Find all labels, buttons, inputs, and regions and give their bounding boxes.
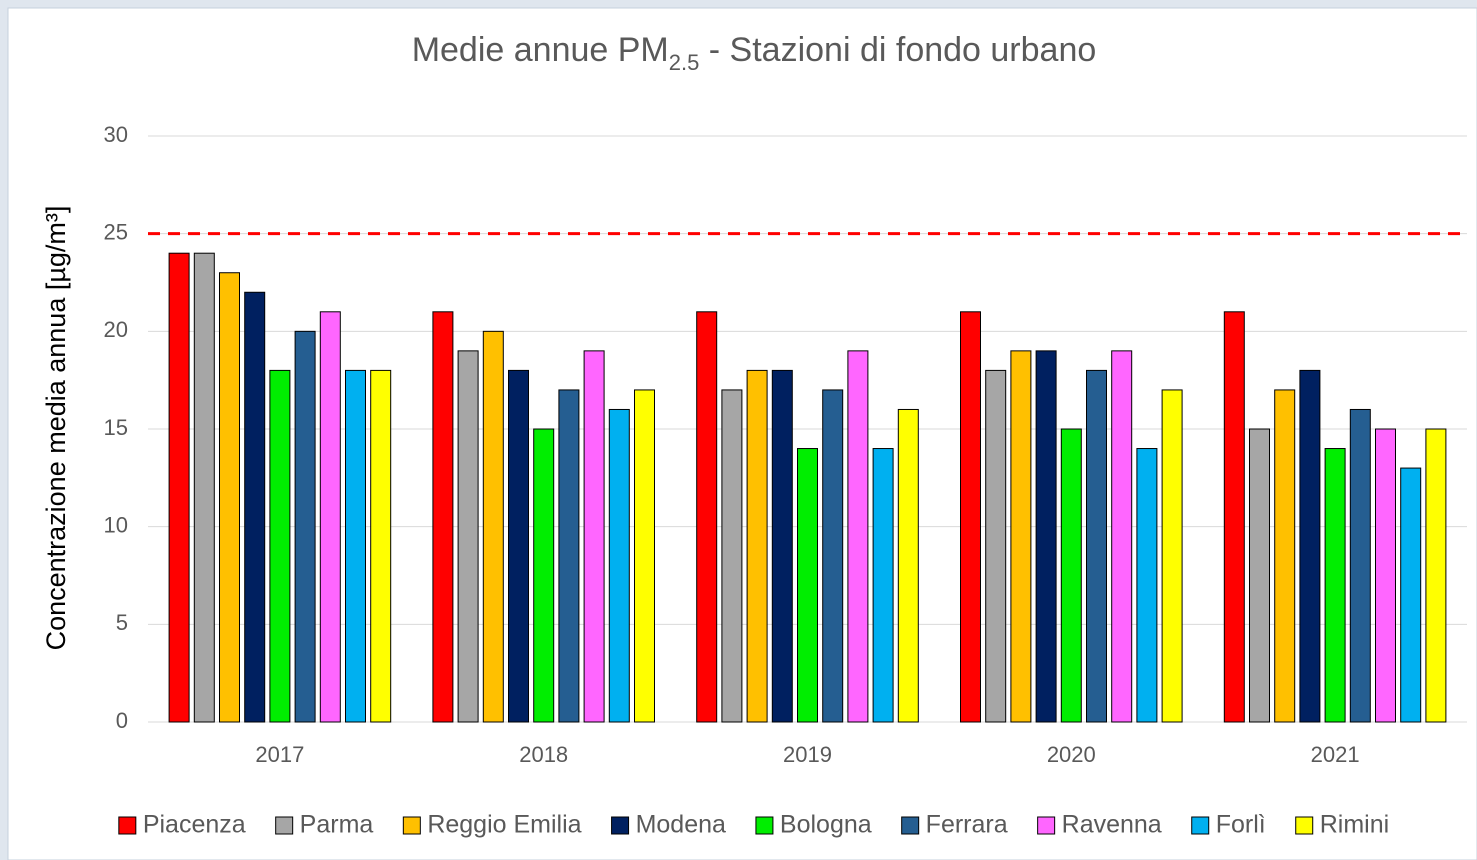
legend-label: Modena xyxy=(636,811,726,839)
title-text: Medie annue PM xyxy=(412,31,669,69)
bar xyxy=(1349,408,1371,723)
bar xyxy=(721,389,743,723)
bar xyxy=(533,428,555,723)
legend-swatch xyxy=(275,816,294,835)
bar xyxy=(219,272,240,723)
bar xyxy=(1111,350,1133,723)
legend-swatch xyxy=(1037,816,1056,835)
bar xyxy=(872,448,894,723)
x-tick-label: 2017 xyxy=(255,742,304,767)
bar xyxy=(432,311,454,723)
bar xyxy=(244,291,266,723)
legend-swatch xyxy=(1191,816,1210,835)
bar xyxy=(1161,389,1183,723)
title-subscript: 2.5 xyxy=(669,50,700,75)
bar xyxy=(1324,448,1346,723)
bar xyxy=(1136,448,1158,723)
bar xyxy=(985,369,1007,723)
legend-label: Reggio Emilia xyxy=(427,811,581,839)
legend-swatch xyxy=(611,816,630,835)
bar xyxy=(696,311,718,723)
bar xyxy=(1425,428,1447,723)
x-tick-label: 2020 xyxy=(1047,742,1096,767)
bar xyxy=(370,369,392,723)
x-tick-label: 2019 xyxy=(783,742,832,767)
legend-label: Ravenna xyxy=(1062,811,1162,839)
x-tick-label: 2018 xyxy=(519,742,568,767)
y-tick-label: 5 xyxy=(116,610,128,635)
bar xyxy=(1299,369,1321,723)
bar xyxy=(269,369,291,723)
bar xyxy=(583,350,605,723)
bar xyxy=(797,448,818,723)
bar xyxy=(193,252,215,723)
bar xyxy=(897,408,919,723)
bar xyxy=(634,389,655,723)
bar xyxy=(847,350,869,723)
bar xyxy=(771,369,793,723)
bar xyxy=(482,330,504,723)
bar xyxy=(746,369,768,723)
y-tick-label: 25 xyxy=(104,219,128,244)
y-tick-label: 10 xyxy=(104,512,128,537)
bar xyxy=(1400,467,1422,723)
legend-label: Piacenza xyxy=(143,811,246,839)
bar xyxy=(1249,428,1270,723)
bar xyxy=(457,350,479,723)
y-tick-label: 15 xyxy=(104,415,128,440)
bar xyxy=(822,389,844,723)
bar xyxy=(345,369,366,723)
bar xyxy=(1086,369,1107,723)
bar xyxy=(319,311,341,723)
bar xyxy=(168,252,190,723)
bar xyxy=(1010,350,1032,723)
x-tick-label: 2021 xyxy=(1311,742,1360,767)
bar xyxy=(1035,350,1057,723)
legend-label: Bologna xyxy=(780,811,872,839)
y-tick-label: 30 xyxy=(104,122,128,147)
legend-label: Forlì xyxy=(1216,811,1266,839)
legend-label: Ferrara xyxy=(926,811,1008,839)
bar xyxy=(960,311,981,723)
legend-swatch xyxy=(402,816,421,835)
bar xyxy=(1060,428,1082,723)
bar xyxy=(558,389,580,723)
y-axis-label: Concentrazione media annua [µg/m³] xyxy=(41,206,71,651)
y-tick-label: 0 xyxy=(116,708,128,733)
title-rest: - Stazioni di fondo urbano xyxy=(699,31,1096,69)
bar xyxy=(608,408,630,723)
legend-swatch xyxy=(901,816,920,835)
chart-title: Medie annue PM2.5 - Stazioni di fondo ur… xyxy=(412,31,1097,75)
legend-label: Parma xyxy=(300,811,374,839)
legend-swatch xyxy=(755,816,774,835)
bar xyxy=(294,330,316,723)
legend-swatch xyxy=(118,816,137,835)
legend-swatch xyxy=(1295,816,1314,835)
legend-label: Rimini xyxy=(1320,811,1389,839)
bar xyxy=(1375,428,1396,723)
bar xyxy=(1274,389,1296,723)
y-tick-label: 20 xyxy=(104,317,128,342)
bar xyxy=(1223,311,1245,723)
bar xyxy=(508,369,529,723)
